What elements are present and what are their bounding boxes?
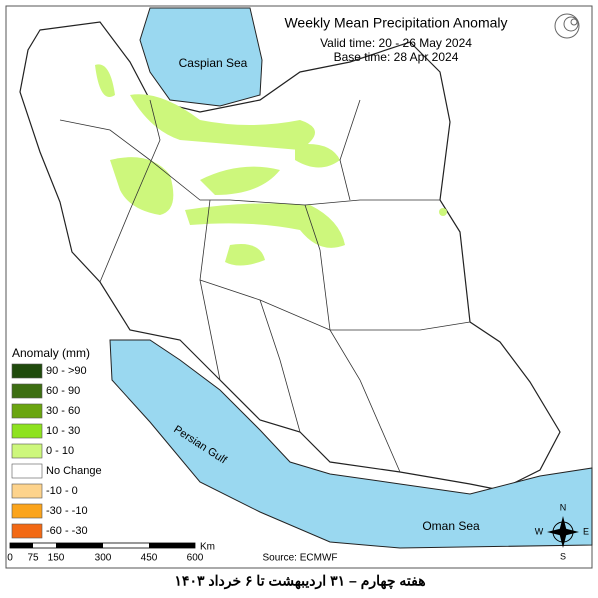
legend-swatch (11, 523, 43, 539)
legend-label: No Change (46, 465, 102, 477)
legend-swatch (11, 483, 43, 499)
valid-time: Valid time: 20 - 26 May 2024 (320, 36, 472, 50)
compass-w: W (535, 526, 544, 536)
compass-s: S (560, 551, 566, 561)
base-time: Base time: 28 Apr 2024 (334, 50, 459, 64)
legend-swatch (11, 503, 43, 519)
legend-label: -60 - -30 (46, 525, 88, 537)
source: Source: ECMWF (262, 553, 337, 564)
scale-label: 150 (48, 553, 65, 564)
title: Weekly Mean Precipitation Anomaly (284, 15, 507, 31)
legend-label: -30 - -10 (46, 505, 88, 517)
scale-label: 75 (27, 553, 39, 564)
legend-label: 0 - 10 (46, 445, 74, 457)
caspian-label: Caspian Sea (179, 56, 248, 70)
land (19, 21, 561, 491)
legend-label: 30 - 60 (46, 405, 80, 417)
scale-label: 300 (95, 553, 112, 564)
scale-unit: Km (200, 542, 215, 553)
legend-swatch (11, 403, 43, 419)
compass-n: N (560, 502, 567, 512)
legend-label: 90 - >90 (46, 365, 87, 377)
compass-e: E (583, 526, 589, 536)
scale-label: 0 (7, 553, 13, 564)
logo (554, 13, 580, 39)
legend-swatch (11, 423, 43, 439)
water (109, 7, 593, 549)
scale-label: 600 (187, 553, 204, 564)
legend-swatch (11, 383, 43, 399)
compass: N S E W (535, 502, 589, 561)
footer: هفته چهارم – ۳۱ اردیبهشت تا ۶ خرداد ۱۴۰۳ (174, 573, 425, 590)
scale-labels: 0 75 150 300 450 600 (7, 553, 204, 564)
legend-swatch (11, 363, 43, 379)
scale-bar (9, 542, 196, 549)
anomaly-patches (95, 64, 447, 266)
scale-label: 450 (141, 553, 158, 564)
legend-swatch (11, 463, 43, 479)
legend-label: 10 - 30 (46, 425, 80, 437)
legend-title: Anomaly (mm) (12, 346, 90, 360)
legend-swatch (11, 443, 43, 459)
province-borders (59, 99, 471, 473)
legend: 90 - >90 60 - 90 30 - 60 10 - 30 0 - 10 No Ch… (11, 363, 102, 539)
legend-label: 60 - 90 (46, 385, 80, 397)
legend-label: -10 - 0 (46, 485, 78, 497)
oman-label: Oman Sea (422, 519, 480, 533)
